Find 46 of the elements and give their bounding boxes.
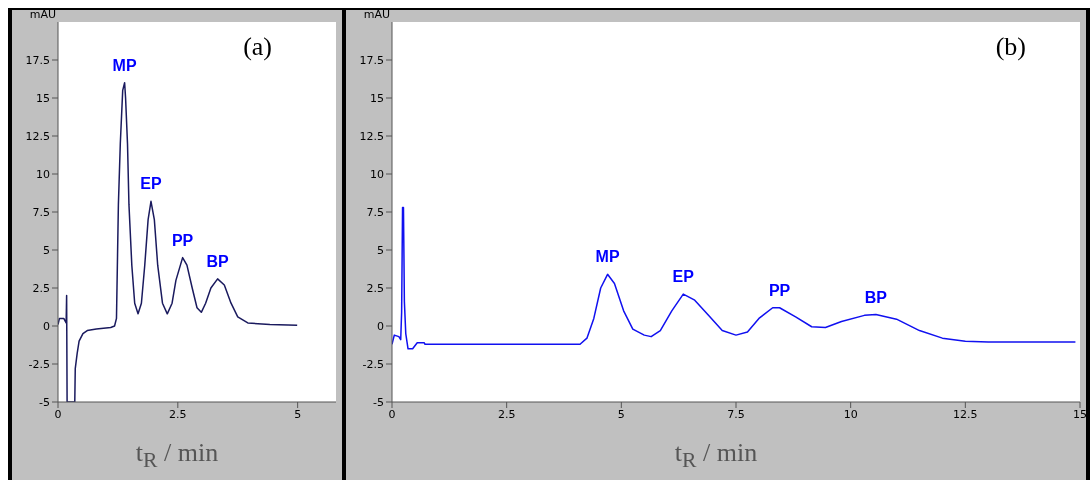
y-tick-label: 15: [370, 91, 384, 105]
y-tick-label: 17.5: [359, 53, 384, 67]
annotation: PP: [171, 231, 194, 249]
line-series: [392, 206, 1077, 350]
chart-title: (b): [995, 32, 1026, 62]
y-tick-label: 10: [370, 167, 384, 181]
x-tick-label: 10: [843, 407, 858, 421]
x-tick-label: 0: [54, 407, 62, 421]
y-tick-label: 7.5: [366, 205, 384, 219]
y-tick-label: 2.5: [32, 281, 50, 295]
y-tick-label: 12.5: [359, 129, 384, 143]
x-tick-label: 2.5: [169, 407, 187, 421]
x-tick-label: 5: [294, 407, 302, 421]
annotation: MP: [595, 248, 620, 266]
x-tick-label: 12.5: [953, 407, 978, 421]
annotation: EP: [672, 268, 695, 286]
y-tick-label: -2.5: [362, 357, 384, 371]
annotation: BP: [864, 288, 888, 306]
x-axis-title: t$_{R}$ / min: [134, 438, 220, 474]
y-tick-label: 5: [377, 243, 384, 257]
y-tick-label: -2.5: [28, 357, 50, 371]
y-tick-label: 7.5: [32, 205, 50, 219]
annotation: MP: [112, 56, 137, 74]
y-tick-label: 17.5: [25, 53, 50, 67]
x-tick-label: 15: [1073, 407, 1087, 421]
y-tick-label: 0: [43, 319, 50, 333]
y-tick-label: -5: [39, 395, 50, 409]
x-axis-title: t$_{R}$ / min: [673, 438, 759, 474]
y-tick-label: 2.5: [366, 281, 384, 295]
x-tick-label: 5: [617, 407, 625, 421]
y-tick-label: 10: [36, 167, 50, 181]
y-tick-label: -5: [373, 395, 384, 409]
y-tick-label: 15: [36, 91, 50, 105]
x-tick-label: 0: [388, 407, 396, 421]
line-series: [58, 82, 298, 402]
x-tick-label: 2.5: [497, 407, 516, 421]
annotation: PP: [768, 281, 791, 299]
chart-title: (a): [243, 32, 272, 62]
x-tick-label: 7.5: [727, 407, 745, 421]
y-tick-label: 0: [377, 319, 384, 333]
annotation: BP: [206, 252, 230, 270]
y-tick-label: 5: [43, 243, 50, 257]
annotation: EP: [140, 175, 162, 193]
y-axis-title: mAU: [363, 7, 390, 21]
y-axis-title: mAU: [29, 7, 56, 21]
y-tick-label: 12.5: [25, 129, 50, 143]
